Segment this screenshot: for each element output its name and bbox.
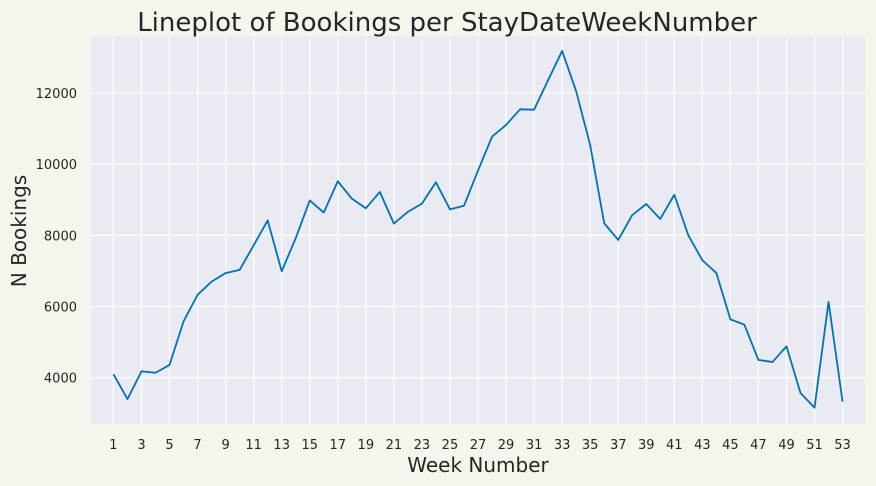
y-tick-labels: 4000 6000 8000 10000 12000 — [36, 87, 77, 387]
x-tick-label: 17 — [330, 438, 347, 453]
x-tick-label: 51 — [806, 438, 823, 453]
y-tick-label: 4000 — [44, 372, 77, 387]
x-tick-label: 33 — [554, 438, 571, 453]
x-tick-label: 1 — [109, 438, 117, 453]
x-tick-label: 35 — [582, 438, 599, 453]
x-tick-label: 7 — [193, 438, 201, 453]
y-tick-label: 10000 — [36, 158, 77, 173]
x-tick-label: 41 — [666, 438, 683, 453]
x-gridlines — [112, 36, 844, 424]
y-axis-label: N Bookings — [7, 175, 31, 287]
x-tick-label: 15 — [301, 438, 318, 453]
x-tick-label: 45 — [722, 438, 739, 453]
x-tick-labels: 1 3 5 7 9 11 13 15 17 19 21 23 25 27 29 31 33 35 37 39 41 43 4… — [109, 438, 851, 453]
x-tick-label: 49 — [778, 438, 795, 453]
x-tick-label: 23 — [414, 438, 431, 453]
x-tick-label: 39 — [638, 438, 655, 453]
x-tick-label: 3 — [137, 438, 145, 453]
x-tick-label: 31 — [526, 438, 543, 453]
y-tick-label: 6000 — [44, 301, 77, 316]
x-tick-label: 25 — [442, 438, 459, 453]
x-tick-label: 5 — [165, 438, 173, 453]
x-axis-label: Week Number — [407, 453, 549, 477]
x-tick-label: 19 — [358, 438, 375, 453]
y-tick-label: 12000 — [36, 87, 77, 102]
x-tick-label: 53 — [834, 438, 851, 453]
y-tick-label: 8000 — [44, 229, 77, 244]
x-tick-label: 43 — [694, 438, 711, 453]
x-tick-label: 29 — [498, 438, 515, 453]
y-gridlines — [91, 92, 865, 379]
x-tick-label: 11 — [245, 438, 262, 453]
x-tick-label: 47 — [750, 438, 767, 453]
x-tick-label: 37 — [610, 438, 627, 453]
bookings-line — [112, 50, 844, 409]
x-tick-label: 27 — [470, 438, 487, 453]
x-tick-label: 9 — [221, 438, 229, 453]
chart-title: Lineplot of Bookings per StayDateWeekNum… — [137, 8, 757, 38]
x-tick-label: 13 — [273, 438, 290, 453]
x-tick-label: 21 — [386, 438, 403, 453]
